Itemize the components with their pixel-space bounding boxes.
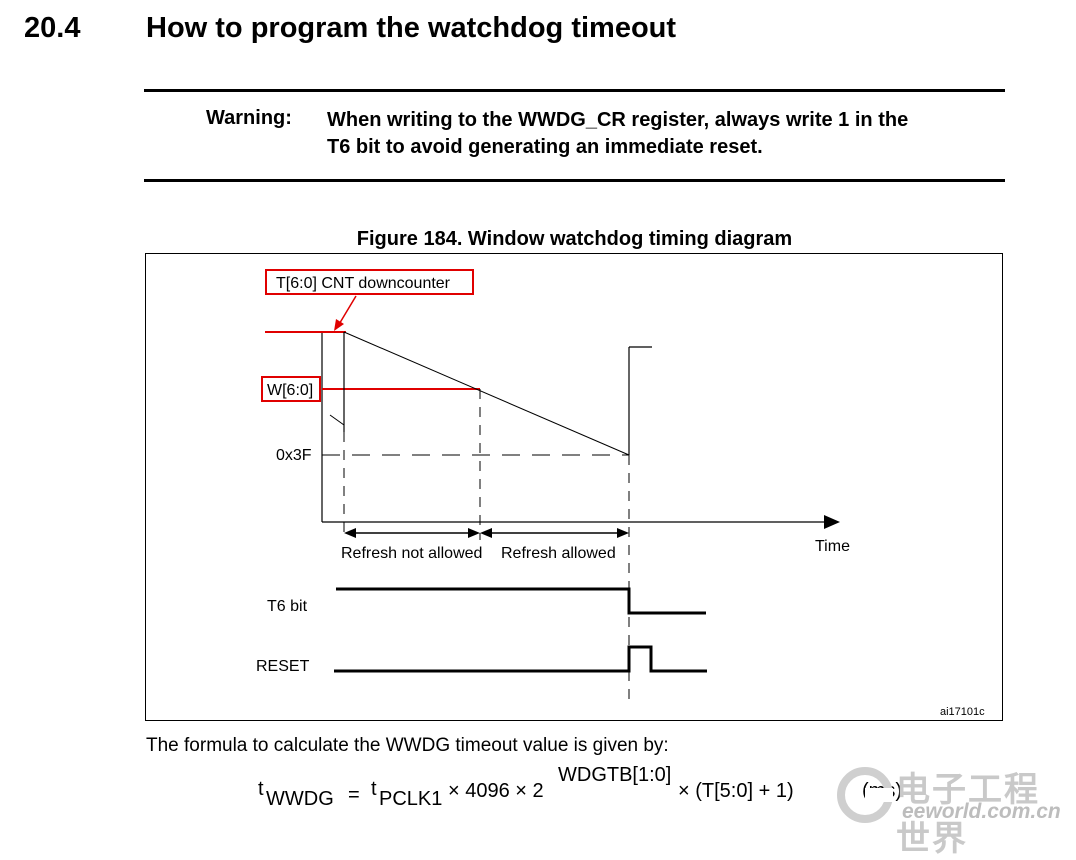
formula-equals: = [348,784,360,806]
refresh-allowed-label: Refresh allowed [501,545,616,562]
formula-exponent: WDGTB[1:0] [558,764,672,786]
timing-diagram: T[6:0] CNT downcounter Time W[6:0] 0x3F … [256,269,985,718]
warning-line-2: T6 bit to avoid generating an immediate … [327,136,763,158]
reset-waveform [334,645,707,673]
figure-id: ai17101c [940,706,985,718]
arrowhead-left-2 [480,528,492,538]
counter-label-box [265,269,474,295]
previous-counter-slope [329,414,345,426]
watermark: 电子工程世界 eeworld.com.cn [832,760,1072,859]
watermark-url: eeworld.com.cn [902,800,1061,823]
eeworld-logo-icon [837,767,893,823]
counter-arrow-head [334,319,344,331]
top-rule [144,89,1005,92]
formula-times: × 4096 × 2 [448,780,544,802]
figure-title: Figure 184. Window watchdog timing diagr… [356,228,793,250]
formula-t-sub: WWDG [266,788,334,810]
arrowhead-right-2 [617,528,629,538]
arrowhead-left-1 [344,528,356,538]
figure-frame [145,253,1003,721]
section-number: 20.4 [24,12,81,44]
arrowhead-right-1 [468,528,480,538]
warning-label: Warning: [206,107,292,129]
formula-t: t [258,778,264,800]
section-title: How to program the watchdog timeout [146,12,677,44]
x-axis-arrow [824,515,840,529]
window-label-box [261,376,321,402]
bottom-rule [144,179,1005,182]
refresh-not-allowed-label: Refresh not allowed [341,545,482,562]
timeout-formula: t WWDG = t PCLK1 × 4096 × 2 WDGTB[1:0] ×… [258,760,958,820]
threshold-label: 0x3F [276,447,312,464]
window-label: W[6:0] [267,382,313,399]
t6-bit-label: T6 bit [267,598,308,615]
formula-tail: × (T[5:0] + 1) [678,780,794,802]
t6-bit-waveform [336,587,706,615]
formula-t2-sub: PCLK1 [379,788,443,810]
warning-line-1: When writing to the WWDG_CR register, al… [327,109,909,131]
time-label: Time [815,538,850,555]
formula-intro: The formula to calculate the WWDG timeou… [146,735,669,756]
counter-arrow [337,295,357,327]
counter-slope [343,331,630,456]
warning-text: When writing to the WWDG_CR register, al… [327,107,967,161]
formula-t2: t [371,778,377,800]
counter-label: T[6:0] CNT downcounter [276,275,451,292]
reset-label: RESET [256,658,310,675]
